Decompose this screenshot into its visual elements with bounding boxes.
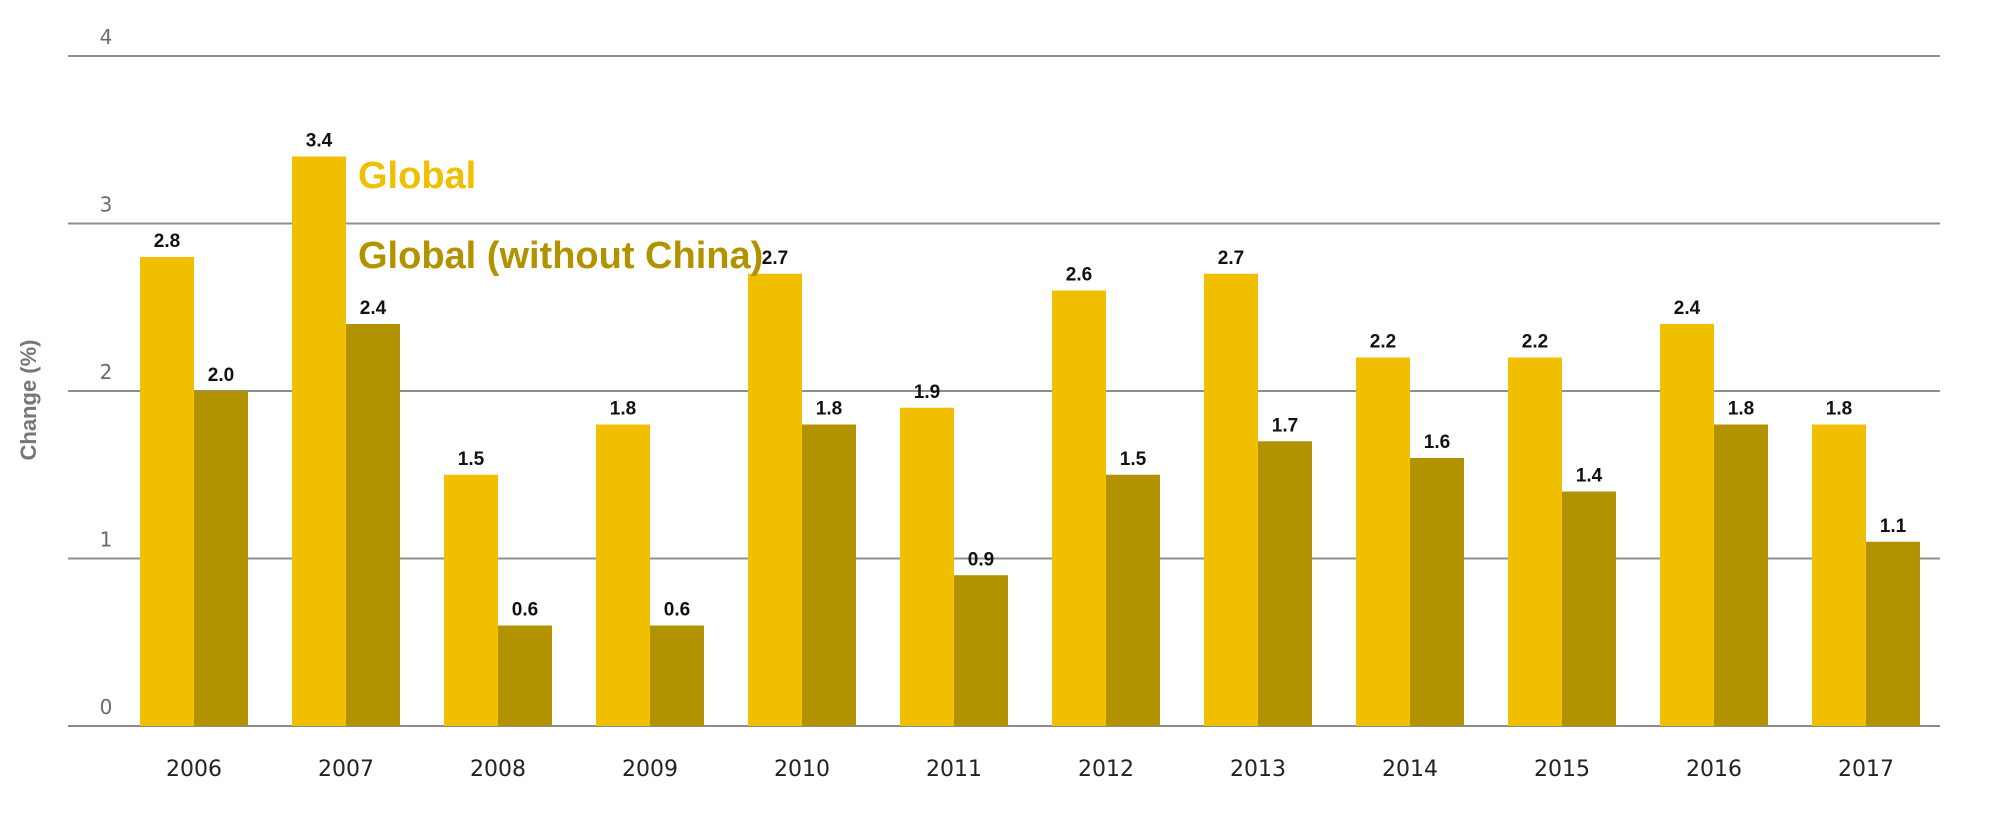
x-tick-label: 2006 [166, 757, 222, 782]
bar [1356, 357, 1410, 726]
data-label: 2.4 [360, 298, 387, 319]
y-tick-label: 1 [100, 528, 113, 552]
legend: Global Global (without China) [358, 155, 763, 277]
legend-entry: Global [358, 155, 476, 197]
data-label: 1.7 [1272, 415, 1298, 436]
bar [1866, 541, 1920, 726]
bar [900, 407, 954, 726]
x-tick-label: 2010 [774, 757, 830, 782]
bar [1714, 424, 1768, 726]
x-tick-label: 2014 [1382, 757, 1438, 782]
bar [1052, 290, 1106, 726]
y-tick-label: 0 [100, 695, 113, 719]
data-label: 0.9 [968, 549, 994, 570]
bar [346, 324, 400, 726]
bar [140, 257, 194, 726]
y-axis-ticks: 0 1 2 3 4 [100, 25, 113, 719]
bar [292, 156, 346, 726]
data-label: 0.6 [664, 600, 690, 621]
bar [802, 424, 856, 726]
y-tick-label: 3 [100, 193, 113, 217]
bar [444, 474, 498, 726]
data-label: 1.8 [610, 399, 636, 420]
data-label: 2.4 [1674, 298, 1701, 319]
bar [1258, 441, 1312, 726]
bar [1106, 474, 1160, 726]
x-tick-label: 2008 [470, 757, 526, 782]
y-tick-label: 2 [100, 360, 113, 384]
data-label: 3.4 [306, 131, 333, 152]
data-label: 1.8 [1826, 399, 1852, 420]
x-tick-label: 2017 [1838, 757, 1894, 782]
y-tick-label: 4 [100, 25, 113, 49]
data-label: 2.7 [1218, 248, 1244, 269]
data-label: 1.5 [458, 449, 485, 470]
data-labels: 2.8 2.0 3.4 2.4 1.5 0.6 1.8 0.6 2.7 1.8 1.9 0.9 2.6 1… [154, 131, 1907, 621]
y-axis-label: Change (%) [16, 340, 41, 461]
bar [1410, 458, 1464, 726]
bar [1562, 491, 1616, 726]
bar [954, 575, 1008, 726]
x-tick-label: 2007 [318, 757, 374, 782]
data-label: 1.5 [1120, 449, 1147, 470]
x-tick-label: 2009 [622, 757, 678, 782]
data-label: 2.2 [1522, 332, 1548, 353]
data-label: 2.6 [1066, 265, 1092, 286]
bar [498, 625, 552, 726]
x-tick-label: 2015 [1534, 757, 1590, 782]
bar [596, 424, 650, 726]
bar [1812, 424, 1866, 726]
data-label: 1.1 [1880, 516, 1907, 537]
x-tick-label: 2013 [1230, 757, 1286, 782]
data-label: 1.8 [1728, 399, 1754, 420]
bar [1508, 357, 1562, 726]
bars [140, 156, 1920, 726]
bar [194, 391, 248, 726]
bar [748, 273, 802, 726]
x-tick-label: 2012 [1078, 757, 1134, 782]
data-label: 2.2 [1370, 332, 1396, 353]
legend-entry: Global (without China) [358, 235, 763, 277]
x-axis-ticks: 2006 2007 2008 2009 2010 2011 2012 2013 2014 2015… [166, 757, 1894, 782]
data-label: 0.6 [512, 600, 538, 621]
data-label: 1.4 [1576, 466, 1603, 487]
data-label: 1.9 [914, 382, 940, 403]
bar [1660, 324, 1714, 726]
bar [650, 625, 704, 726]
data-label: 2.8 [154, 231, 180, 252]
x-tick-label: 2011 [926, 757, 982, 782]
data-label: 2.7 [762, 248, 788, 269]
data-label: 1.6 [1424, 432, 1450, 453]
x-tick-label: 2016 [1686, 757, 1742, 782]
data-label: 2.0 [208, 365, 234, 386]
bar [1204, 273, 1258, 726]
data-label: 1.8 [816, 399, 842, 420]
